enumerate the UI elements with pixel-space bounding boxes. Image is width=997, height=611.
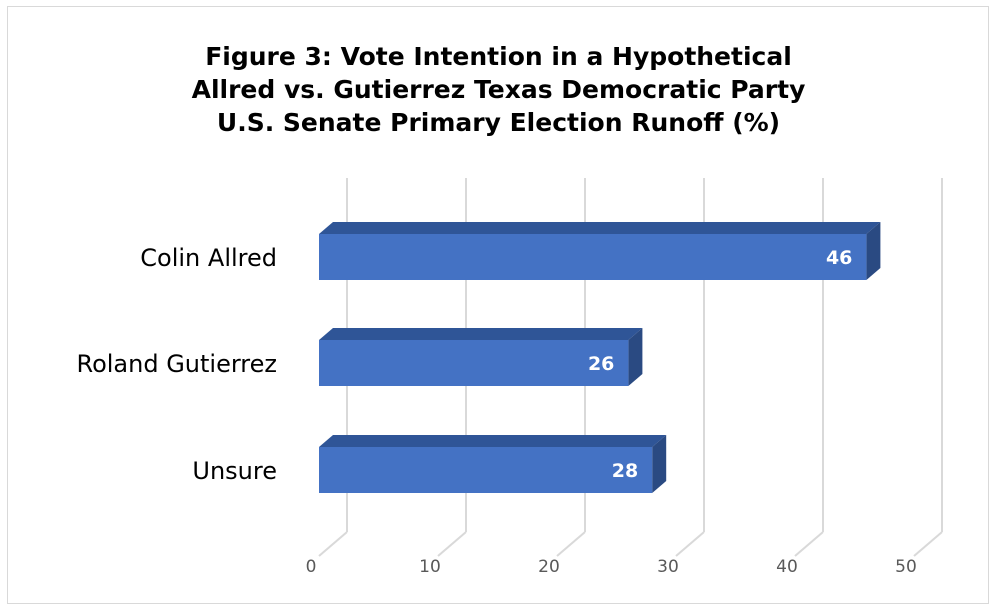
bars: [319, 222, 881, 493]
bar-side-face: [628, 328, 643, 386]
chart-title-line: U.S. Senate Primary Election Runoff (%): [216, 108, 781, 137]
category-label: Unsure: [192, 457, 277, 485]
data-label: 46: [826, 247, 852, 269]
gridline-floor: [556, 531, 586, 557]
gridline-floor: [675, 531, 705, 557]
chart-frame: [7, 6, 989, 604]
category-label: Colin Allred: [140, 244, 277, 272]
bar-side-face: [652, 435, 667, 493]
bar: [319, 234, 867, 280]
bar-roland-gutierrez: [319, 328, 643, 386]
bar: [319, 340, 629, 386]
data-label: 26: [588, 353, 614, 375]
x-tick-label: 30: [657, 557, 679, 577]
gridline-floor: [794, 531, 824, 557]
bar: [319, 447, 653, 493]
bar-top-face: [319, 222, 881, 234]
x-tick-label: 0: [306, 557, 317, 577]
labels: 0 10 20 30 40 50 46 Colin Allred 26 Roland Gutier…: [76, 244, 916, 577]
x-tick-label: 50: [895, 557, 917, 577]
chart-title-line: Figure 3: Vote Intention in a Hypothetic…: [205, 42, 792, 71]
bar-unsure: [319, 435, 667, 493]
chart-title-line: Allred vs. Gutierrez Texas Democratic Pa…: [191, 75, 806, 104]
data-label: 28: [612, 460, 638, 482]
bar-top-face: [319, 328, 643, 340]
x-tick-label: 40: [776, 557, 798, 577]
bar-side-face: [866, 222, 881, 280]
chart-title: Figure 3: Vote Intention in a Hypothetic…: [0, 40, 997, 139]
gridline-floor: [437, 531, 467, 557]
x-tick-label: 10: [419, 557, 441, 577]
category-label: Roland Gutierrez: [76, 350, 277, 378]
bar-top-face: [319, 435, 667, 447]
gridline-floor: [913, 531, 943, 557]
bar-colin-allred: [319, 222, 881, 280]
x-tick-label: 20: [538, 557, 560, 577]
gridline-floor: [318, 531, 348, 557]
